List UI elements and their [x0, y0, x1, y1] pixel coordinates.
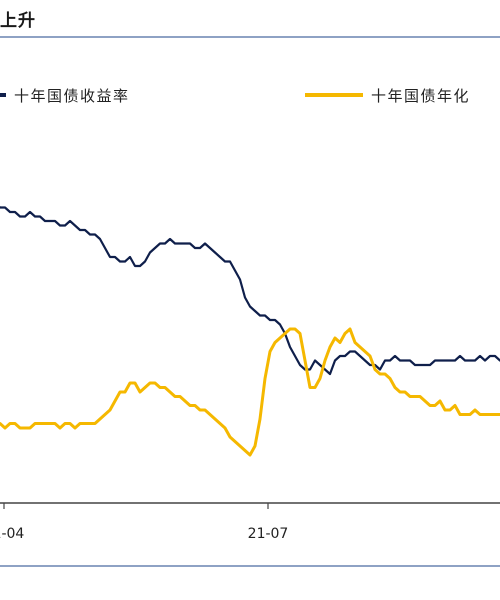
chart-title: 上升 — [0, 11, 36, 31]
legend: 十年国债收益率 十年国债年化 — [0, 87, 470, 105]
legend-label-1: 十年国债年化 — [371, 87, 470, 105]
series-line-0 — [0, 206, 500, 376]
x-tick-label: 21-07 — [248, 526, 289, 542]
series-line-1 — [0, 327, 500, 457]
top-rule — [0, 36, 500, 38]
legend-label-0: 十年国债收益率 — [14, 87, 130, 105]
bottom-rule — [0, 565, 500, 567]
x-tick-label: 21-04 — [0, 526, 24, 542]
